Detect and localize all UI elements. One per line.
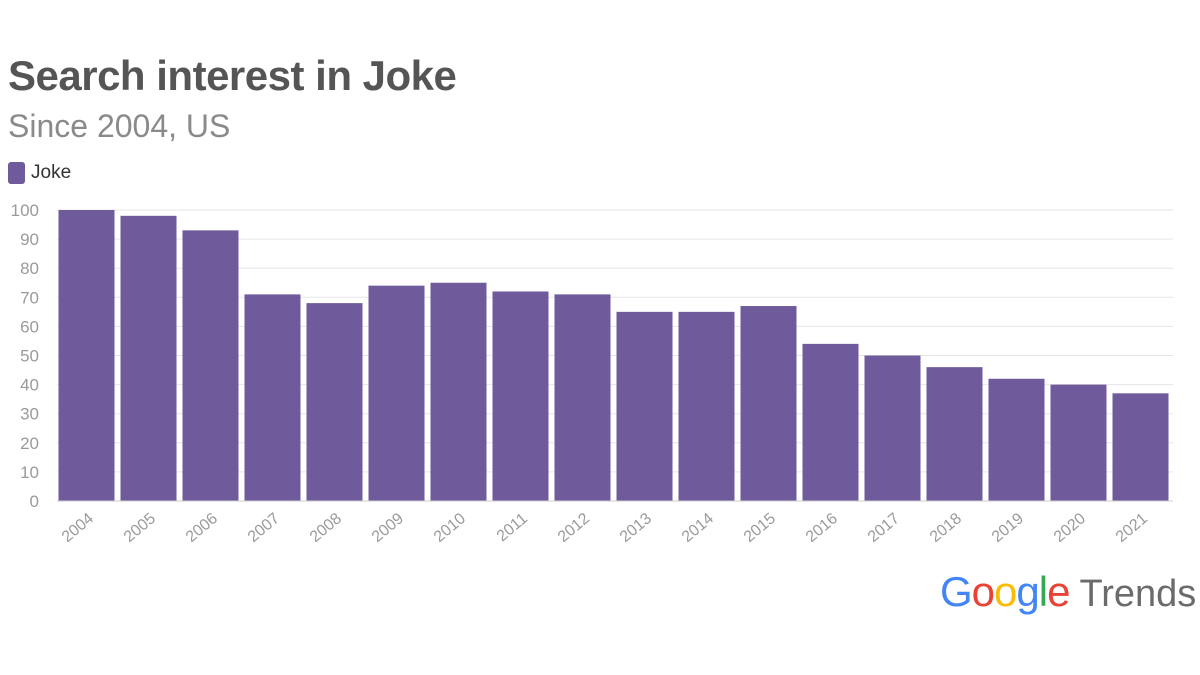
x-tick-label: 2014 [679, 510, 717, 546]
bar [1112, 393, 1169, 501]
bar [554, 294, 611, 501]
bar [926, 367, 983, 501]
bar [306, 303, 363, 501]
chart-title: Search interest in Joke [8, 52, 457, 99]
bar [988, 378, 1045, 501]
bar [864, 355, 921, 501]
bar [802, 343, 859, 501]
bar [182, 230, 239, 501]
x-tick-label: 2012 [555, 510, 593, 546]
x-tick-label: 2018 [927, 510, 965, 546]
x-tick-label: 2010 [431, 510, 469, 546]
x-tick-label: 2008 [307, 510, 345, 546]
trends-wordmark: Trends [1079, 573, 1197, 615]
bar [244, 294, 301, 501]
chart-subtitle: Since 2004, US [8, 108, 231, 144]
y-tick-label: 0 [30, 492, 39, 511]
y-tick-label: 100 [11, 201, 39, 220]
y-tick-label: 40 [20, 376, 39, 395]
bar [58, 210, 115, 501]
google-letter: l [1038, 568, 1048, 615]
y-tick-label: 20 [20, 434, 39, 453]
bar [1050, 384, 1107, 501]
google-letter: o [971, 568, 995, 615]
bar [120, 215, 177, 501]
bar [678, 311, 735, 501]
x-tick-label: 2019 [989, 510, 1027, 546]
x-tick-label: 2006 [183, 510, 221, 546]
x-tick-label: 2020 [1051, 510, 1089, 546]
legend-swatch [8, 162, 25, 184]
x-tick-label: 2015 [741, 510, 779, 546]
y-tick-label: 80 [20, 259, 39, 278]
legend: Joke [8, 162, 71, 184]
google-wordmark: Google [940, 568, 1070, 616]
bar [616, 311, 673, 501]
x-tick-label: 2005 [121, 510, 159, 546]
y-tick-label: 90 [20, 230, 39, 249]
x-tick-label: 2011 [494, 510, 531, 545]
x-tick-label: 2004 [59, 510, 97, 546]
y-tick-label: 30 [20, 405, 39, 424]
bar [430, 282, 487, 501]
x-tick-label: 2007 [245, 510, 283, 546]
x-tick-label: 2017 [865, 510, 903, 546]
google-letter: e [1047, 568, 1070, 615]
bar [492, 291, 549, 501]
legend-label: Joke [31, 162, 72, 183]
x-tick-label: 2021 [1113, 510, 1151, 546]
google-letter: g [1016, 568, 1039, 615]
x-tick-label: 2009 [369, 510, 407, 546]
y-tick-label: 10 [20, 463, 39, 482]
y-tick-label: 70 [20, 288, 39, 307]
y-tick-label: 60 [20, 317, 39, 336]
google-trends-logo: Google Trends [940, 568, 1196, 616]
google-letter: o [994, 568, 1017, 615]
x-tick-label: 2016 [803, 510, 841, 546]
bar [368, 285, 425, 501]
google-letter: G [940, 568, 973, 615]
x-tick-label: 2013 [617, 510, 655, 546]
bar [740, 306, 797, 501]
y-tick-label: 50 [20, 347, 39, 366]
